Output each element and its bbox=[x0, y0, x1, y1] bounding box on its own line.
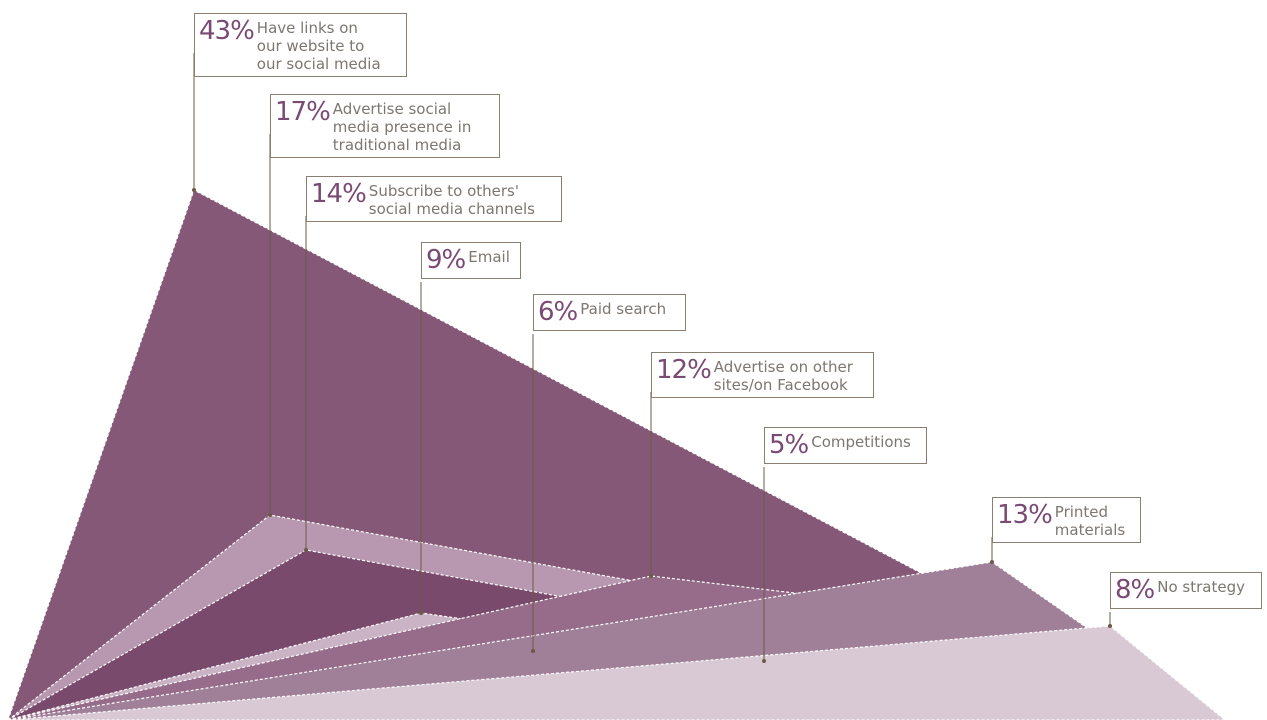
category-label: Advertise on other sites/on Facebook bbox=[713, 358, 853, 394]
apex-dot-6 bbox=[649, 574, 653, 578]
percent-label: 6% bbox=[538, 297, 578, 327]
category-label: Email bbox=[468, 248, 510, 266]
category-label: No strategy bbox=[1157, 578, 1245, 596]
percent-label: 43% bbox=[199, 16, 255, 46]
callout-8: 13% Printed materials bbox=[992, 497, 1141, 543]
category-label: Printed materials bbox=[1054, 503, 1126, 539]
callout-2: 17% Advertise social media presence in tr… bbox=[270, 94, 500, 158]
apex-dot-4 bbox=[419, 611, 423, 615]
category-label: Advertise social media presence in tradi… bbox=[332, 100, 472, 154]
callout-3: 14% Subscribe to others' social media cha… bbox=[306, 176, 562, 222]
percent-label: 14% bbox=[311, 179, 367, 209]
apex-dot-9 bbox=[1108, 624, 1112, 628]
category-label: Paid search bbox=[580, 300, 667, 318]
category-label: Competitions bbox=[811, 433, 911, 451]
percent-label: 12% bbox=[656, 355, 712, 385]
apex-dot-8 bbox=[990, 560, 994, 564]
category-label: Subscribe to others' social media channe… bbox=[368, 182, 535, 218]
percent-label: 8% bbox=[1115, 575, 1155, 605]
percent-label: 17% bbox=[275, 97, 331, 127]
apex-dot-7 bbox=[762, 659, 766, 663]
apex-dot-3 bbox=[304, 548, 308, 552]
apex-dot-5 bbox=[531, 649, 535, 653]
callout-1: 43% Have links on our website to our soci… bbox=[194, 13, 407, 77]
percent-label: 9% bbox=[426, 245, 466, 275]
area-9 bbox=[7, 625, 1226, 720]
callout-9: 8% No strategy bbox=[1110, 572, 1262, 609]
callout-7: 5% Competitions bbox=[764, 427, 927, 464]
apex-dot-2 bbox=[268, 513, 272, 517]
callout-5: 6% Paid search bbox=[533, 294, 686, 331]
callout-4: 9% Email bbox=[421, 242, 521, 279]
callout-6: 12% Advertise on other sites/on Facebook bbox=[651, 352, 874, 398]
category-label: Have links on our website to our social … bbox=[256, 19, 381, 73]
percent-label: 5% bbox=[769, 430, 809, 460]
percent-label: 13% bbox=[997, 500, 1053, 530]
apex-dot-1 bbox=[192, 188, 196, 192]
